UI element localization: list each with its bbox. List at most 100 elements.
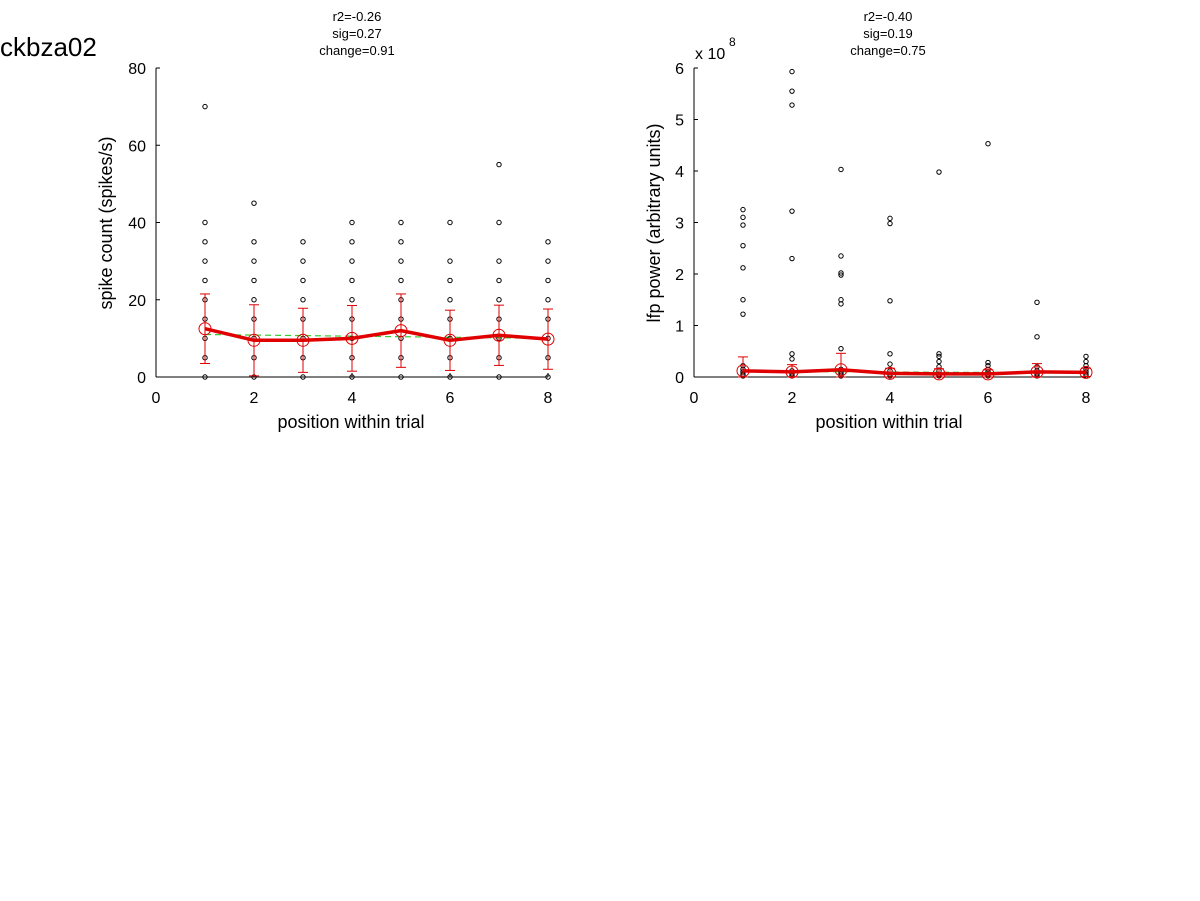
mean-marker: [883, 366, 897, 380]
data-point: [740, 222, 746, 228]
data-point: [447, 277, 453, 284]
data-point: [789, 255, 795, 262]
data-point: [349, 297, 355, 303]
mean-marker: [443, 333, 457, 347]
y-tick-label: 80: [128, 61, 146, 78]
error-bar: [836, 352, 846, 378]
mean-marker: [394, 324, 408, 338]
data-point: [496, 161, 502, 168]
mean-marker: [932, 367, 946, 381]
mean-marker: [1030, 365, 1044, 379]
y-tick-label: 4: [675, 164, 684, 181]
x-tick-label: 4: [348, 390, 357, 407]
data-point: [300, 374, 306, 380]
data-point: [838, 345, 844, 352]
mean-marker: [736, 364, 750, 378]
x-tick-label: 0: [690, 390, 699, 407]
data-point: [447, 297, 453, 303]
data-point: [349, 258, 355, 264]
x-tick-label: 4: [886, 390, 895, 407]
data-point: [202, 374, 208, 380]
data-point: [496, 219, 502, 226]
y-exponent-label: x 10: [695, 46, 725, 63]
data-point: [349, 219, 355, 226]
data-point: [740, 297, 746, 303]
data-point: [985, 359, 991, 366]
y-axis-label: spike count (spikes/s): [96, 136, 116, 309]
y-tick-label: 0: [137, 370, 146, 387]
data-point: [789, 102, 795, 108]
data-point: [887, 298, 893, 304]
data-point: [1034, 299, 1040, 306]
chart-spike-count: r2=-0.26 sig=0.27 change=0.91 position w…: [96, 9, 555, 432]
x-axis-label: position within trial: [277, 412, 424, 432]
y-tick-label: 5: [675, 113, 684, 130]
mean-marker: [785, 365, 799, 379]
data-point: [300, 258, 306, 264]
data-point: [300, 297, 306, 303]
mean-marker: [1079, 365, 1093, 379]
data-point: [985, 141, 991, 147]
x-tick-label: 6: [984, 390, 993, 407]
x-tick-label: 8: [1082, 390, 1091, 407]
data-point: [545, 239, 551, 245]
data-point: [496, 374, 502, 380]
data-point: [789, 68, 795, 75]
data-point: [545, 374, 551, 380]
data-point: [740, 206, 746, 213]
data-point: [887, 351, 893, 357]
data-point: [202, 258, 208, 264]
data-point: [202, 103, 208, 110]
data-point: [838, 297, 844, 303]
stat-sig: sig=0.19: [863, 26, 913, 41]
y-tick-label: 6: [675, 61, 684, 78]
data-point: [545, 258, 551, 264]
data-point: [838, 253, 844, 259]
y-tick-label: 0: [675, 370, 684, 387]
stat-sig: sig=0.27: [332, 26, 382, 41]
data-point: [349, 277, 355, 284]
data-point: [398, 239, 404, 245]
data-point: [545, 277, 551, 284]
data-point: [349, 239, 355, 245]
y-exponent-power: 8: [729, 35, 736, 49]
mean-line: [742, 368, 1087, 376]
data-point: [838, 270, 844, 276]
data-point: [251, 239, 257, 245]
page-title: ckbza02: [0, 32, 97, 62]
data-point: [496, 297, 502, 303]
mean-marker: [198, 322, 212, 336]
data-point: [447, 374, 453, 380]
x-tick-label: 2: [788, 390, 797, 407]
data-point: [496, 277, 502, 284]
data-point: [936, 169, 942, 175]
data-point: [398, 374, 404, 380]
mean-marker: [834, 363, 848, 377]
x-tick-label: 8: [544, 390, 553, 407]
data-point: [1083, 358, 1089, 365]
y-tick-label: 3: [675, 216, 684, 233]
data-point: [251, 258, 257, 264]
y-tick-label: 1: [675, 319, 684, 336]
data-point: [789, 351, 795, 357]
x-axis-label: position within trial: [815, 412, 962, 432]
y-axis-label: lfp power (arbitrary units): [644, 123, 664, 322]
data-point: [251, 200, 257, 206]
mean-marker: [981, 367, 995, 381]
data-point: [300, 239, 306, 245]
data-point: [398, 219, 404, 226]
data-point: [789, 356, 795, 362]
data-point: [740, 265, 746, 271]
x-tick-label: 6: [446, 390, 455, 407]
mean-marker: [296, 333, 310, 347]
stat-change: change=0.75: [850, 43, 926, 58]
data-point: [936, 353, 942, 360]
data-point: [202, 219, 208, 226]
chart-lfp-power: r2=-0.40 sig=0.19 change=0.75 x 10 8 pos…: [644, 9, 1093, 432]
data-point: [251, 277, 257, 284]
data-point: [349, 374, 355, 380]
data-point: [202, 239, 208, 245]
data-point: [740, 214, 746, 221]
data-point: [936, 358, 942, 365]
